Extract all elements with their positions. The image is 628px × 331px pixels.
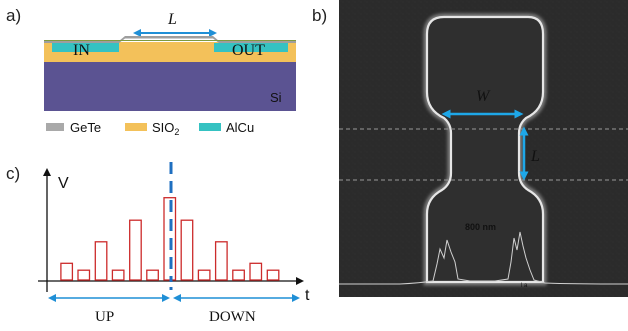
pulse-1	[60, 262, 74, 281]
center-tick	[169, 287, 173, 290]
out-label: OUT	[232, 42, 265, 59]
si-label: Si	[270, 90, 282, 105]
alcu-left-electrode	[52, 43, 119, 52]
length-label-a: L	[167, 11, 177, 28]
panel-b-letter: b)	[312, 6, 327, 25]
gete-film	[44, 36, 296, 43]
width-label: W	[476, 88, 491, 105]
legend-label-gete: GeTe	[70, 120, 101, 135]
panel-a: a) L Si IN OUT GeTe SIO2 AlCu	[6, 6, 296, 137]
legend-swatch-alcu	[199, 123, 221, 131]
legend-label-alcu: AlCu	[226, 120, 254, 135]
y-axis-label: V	[58, 175, 69, 192]
pulse-4	[111, 269, 125, 281]
pulse-8	[180, 219, 194, 281]
panel-c-letter: c)	[6, 164, 20, 183]
device-outline	[425, 15, 545, 284]
legend: GeTe SIO2 AlCu	[46, 120, 254, 137]
pulse-2	[77, 269, 91, 281]
in-label: IN	[73, 42, 90, 59]
x-axis-label: t	[305, 287, 310, 304]
trace-marker: l a	[521, 283, 528, 289]
pulse-3	[94, 241, 108, 281]
intensity-profile	[339, 231, 628, 285]
si-substrate	[44, 62, 296, 111]
pulse-10	[214, 241, 228, 281]
panel-c: c) V t UP DOWN	[6, 162, 310, 325]
panel-b: b) W L 800 nm l a	[312, 0, 628, 297]
panel-a-letter: a)	[6, 6, 21, 25]
pulse-5	[129, 219, 142, 281]
pulse-train	[60, 197, 280, 281]
pulse-9	[197, 269, 211, 281]
legend-swatch-sio2	[125, 123, 147, 131]
pulse-6	[146, 269, 159, 281]
scale-label: 800 nm	[465, 222, 496, 232]
down-label: DOWN	[209, 309, 256, 325]
length-label-b: L	[530, 148, 540, 165]
pulse-12	[249, 262, 263, 281]
alcu-right-electrode	[214, 43, 288, 52]
pulse-13	[266, 269, 280, 281]
up-label: UP	[95, 309, 114, 325]
legend-label-sio2: SIO2	[152, 120, 179, 137]
legend-swatch-gete	[46, 123, 64, 131]
pulse-11	[232, 269, 245, 281]
